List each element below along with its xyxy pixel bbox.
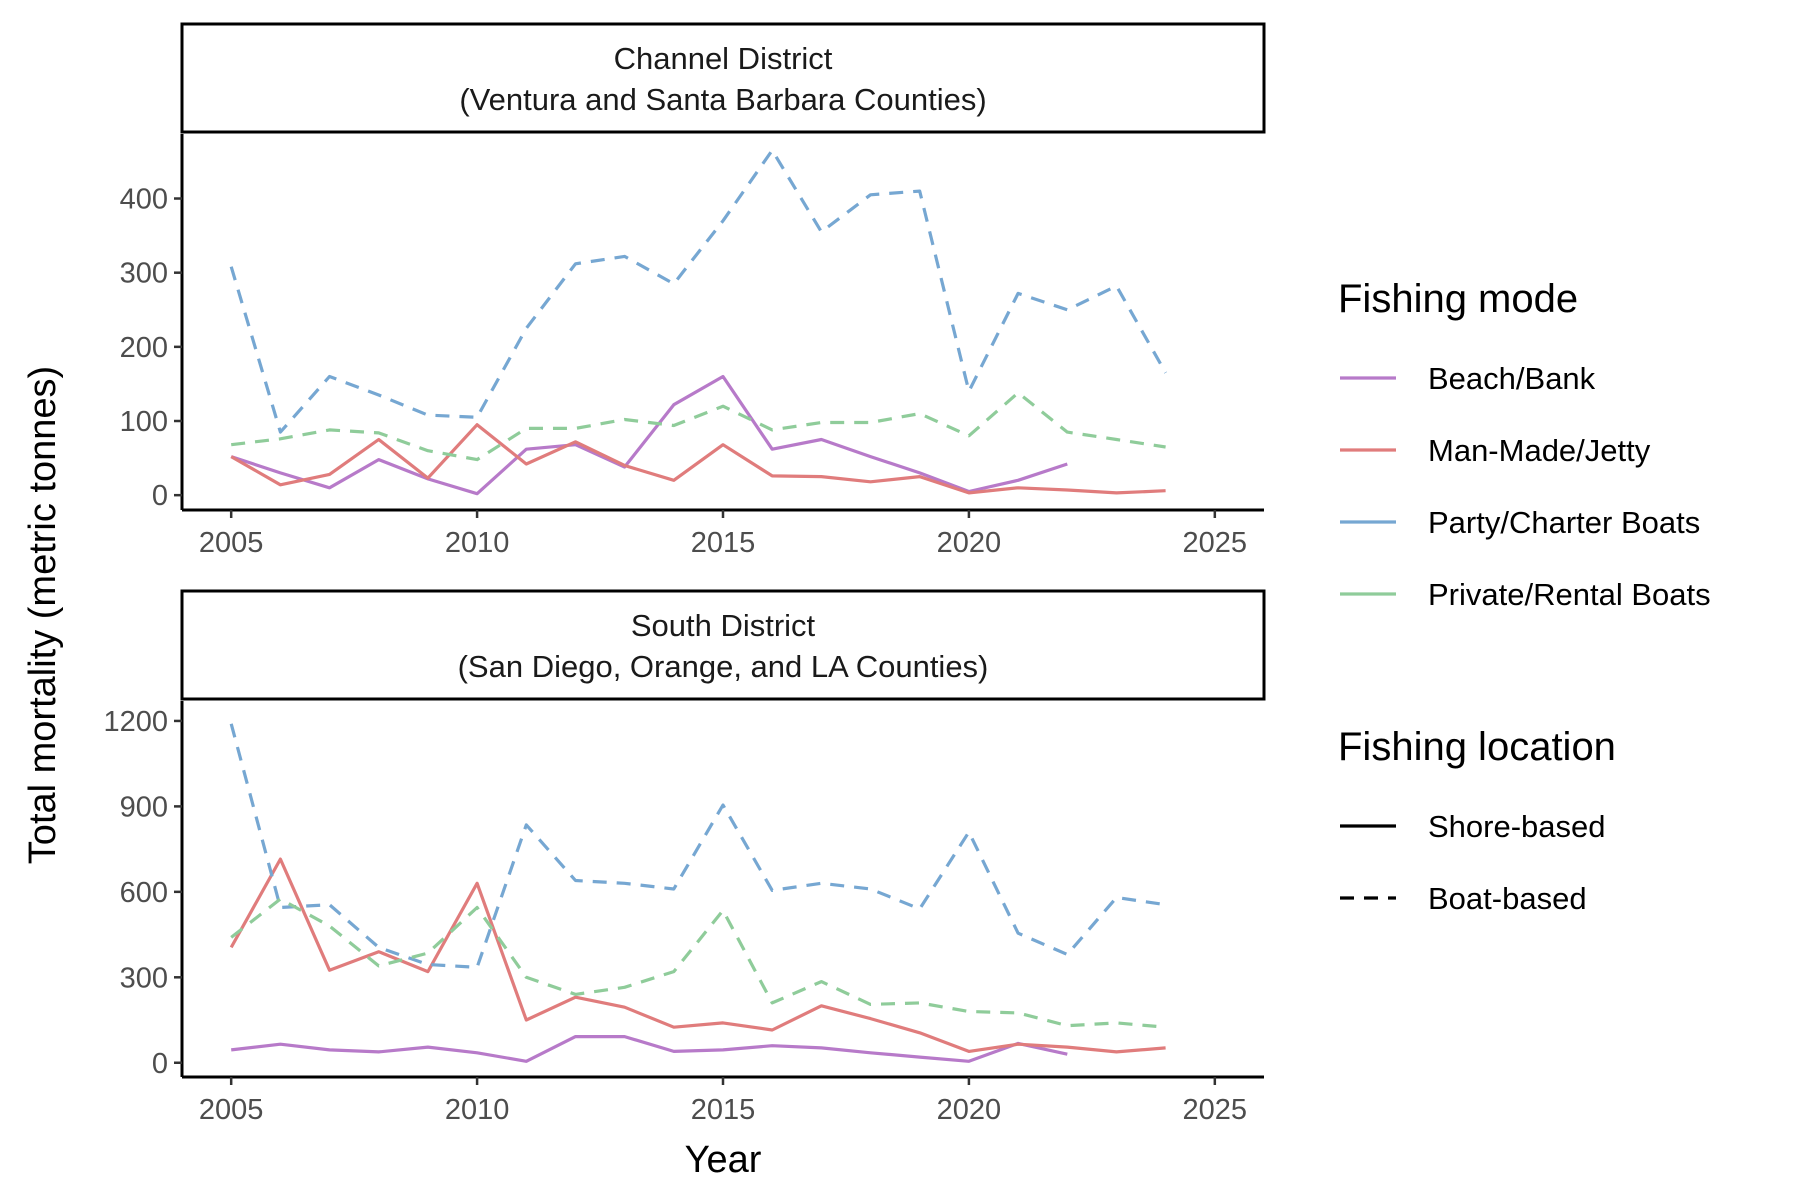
y-tick-label: 200 — [120, 332, 168, 364]
y-tick-label: 100 — [120, 406, 168, 438]
y-tick-label: 300 — [120, 962, 168, 994]
legend-label: Private/Rental Boats — [1428, 577, 1711, 612]
y-axis-title: Total mortality (metric tonnes) — [22, 366, 64, 864]
panel-channel-district: Channel District (Ventura and Santa Barb… — [120, 22, 1266, 559]
legend-fishing-location: Fishing location Shore-based Boat-based — [1338, 725, 1616, 916]
y-tick-label: 1200 — [103, 706, 168, 738]
series-line-party-charter-boats — [229, 148, 1167, 434]
legend-title: Fishing mode — [1338, 277, 1578, 321]
legend-label: Party/Charter Boats — [1428, 505, 1700, 540]
legend-fishing-mode: Fishing mode Beach/Bank Man-Made/Jetty Par… — [1338, 277, 1711, 612]
x-tick-label: 2020 — [937, 527, 1002, 559]
x-tick-label: 2020 — [937, 1094, 1002, 1126]
x-tick-label: 2025 — [1183, 527, 1248, 559]
series-line-man-made-jetty — [230, 423, 1166, 495]
x-tick-label: 2025 — [1183, 1094, 1248, 1126]
legend-title: Fishing location — [1338, 725, 1616, 769]
strip-title: South District — [631, 608, 816, 643]
x-tick-label: 2015 — [691, 527, 756, 559]
y-tick-label: 0 — [152, 1048, 168, 1080]
strip-subtitle: (Ventura and Santa Barbara Counties) — [459, 82, 986, 117]
x-tick-label: 2005 — [199, 1094, 264, 1126]
series-line-private-rental-boats — [230, 897, 1166, 1029]
y-tick-label: 300 — [120, 258, 168, 290]
legend-label: Shore-based — [1428, 809, 1606, 844]
y-tick-label: 400 — [120, 184, 168, 216]
x-tick-label: 2005 — [199, 527, 264, 559]
series-line-private-rental-boats — [231, 391, 1166, 462]
plot-area: 0 100 200 300 400 2005 2010 2015 2020 2025 — [120, 134, 1264, 559]
x-tick-label: 2010 — [445, 1094, 510, 1126]
x-tick-label: 2015 — [691, 1094, 756, 1126]
legend-label: Beach/Bank — [1428, 361, 1596, 396]
strip-title: Channel District — [614, 41, 833, 76]
strip-subtitle: (San Diego, Orange, and LA Counties) — [458, 649, 989, 684]
series-line-man-made-jetty — [229, 857, 1166, 1054]
legend-label: Boat-based — [1428, 881, 1587, 916]
series-line-beach-bank — [231, 1034, 1068, 1063]
series-line-party-charter-boats — [229, 723, 1166, 969]
y-tick-label: 0 — [152, 480, 168, 512]
panel-strip — [180, 22, 1266, 134]
legend-label: Man-Made/Jetty — [1428, 433, 1651, 468]
panel-south-district: South District (San Diego, Orange, and L… — [103, 589, 1266, 1126]
panel-strip — [180, 589, 1266, 701]
y-tick-label: 600 — [120, 877, 168, 909]
y-tick-label: 900 — [120, 791, 168, 823]
x-tick-label: 2010 — [445, 527, 510, 559]
x-axis-title: Year — [685, 1139, 762, 1181]
series-line-beach-bank — [230, 374, 1068, 496]
plot-area: 0 300 600 900 1200 2005 2010 2015 2020 2025 — [103, 701, 1264, 1126]
